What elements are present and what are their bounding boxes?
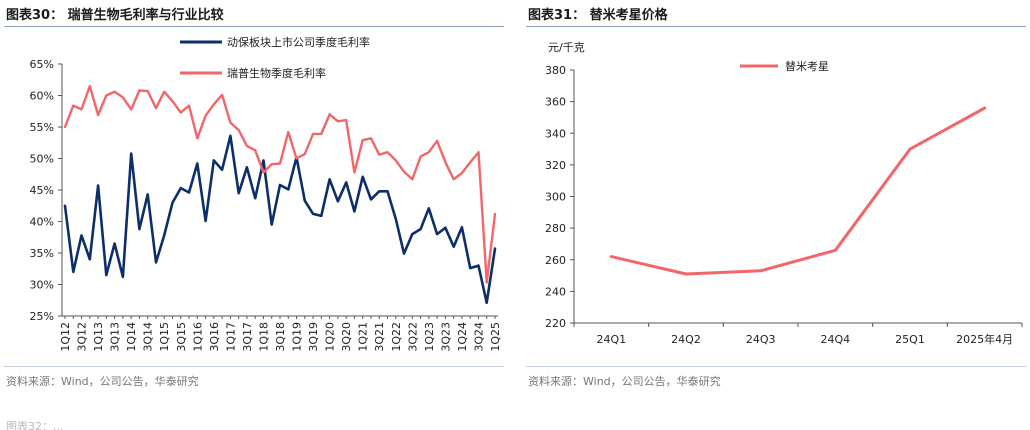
left-bottom-rule: [4, 366, 504, 367]
left-x-tick-label: 1Q15: [158, 322, 171, 352]
left-x-tick-label: 1Q18: [257, 322, 270, 352]
left-x-tick-label: 1Q13: [92, 322, 105, 352]
left-x-tick-label: 1Q16: [191, 322, 204, 352]
right-y-tick-label: 280: [545, 222, 566, 235]
right-x-tick-label: 24Q1: [597, 333, 627, 346]
left-x-tick-label: 1Q25: [489, 322, 502, 352]
right-chart-svg: 元/千克 220 240 260 280 300 320 340 360 380 24Q1 24Q2 2…: [545, 41, 1023, 346]
left-x-tick-label: 3Q16: [208, 322, 221, 352]
left-y-tick-label: 25%: [30, 310, 54, 323]
left-x-tick-label: 3Q17: [241, 322, 254, 352]
left-y-tick-label: 30%: [30, 279, 54, 292]
left-x-tick-label: 3Q14: [142, 322, 155, 352]
right-source-note: 资料来源：Wind，公司公告，华泰研究: [528, 375, 721, 388]
next-figure-title-cut: 图表32：...: [6, 421, 64, 430]
right-x-tick-label: 24Q4: [821, 333, 851, 346]
left-x-tick-label: 3Q15: [175, 322, 188, 352]
right-x-tick-label: 24Q3: [746, 333, 776, 346]
right-title-rule: [526, 26, 1026, 27]
left-y-tick-label: 35%: [30, 247, 54, 260]
left-figure-title: 图表30： 瑞普生物毛利率与行业比较: [6, 8, 224, 23]
right-series-line: [609, 106, 987, 276]
left-y-tick-label: 50%: [30, 153, 54, 166]
left-chart-svg: 25% 30% 35% 40% 45% 50% 55% 60% 65% 1Q12 3Q12 1Q13 3…: [30, 35, 502, 352]
left-x-tick-label: 3Q23: [439, 322, 452, 352]
left-y-tick-label: 45%: [30, 184, 54, 197]
left-x-tick-label: 3Q24: [472, 322, 485, 352]
right-y-tick-label: 260: [545, 254, 566, 267]
left-source-note: 资料来源：Wind，公司公告，华泰研究: [6, 375, 199, 388]
right-y-tick-label: 300: [545, 191, 566, 204]
left-y-tick-label: 40%: [30, 216, 54, 229]
left-x-tick-label: 3Q12: [76, 322, 89, 352]
right-y-tick-label: 380: [545, 64, 566, 77]
left-x-tick-label: 3Q19: [307, 322, 320, 352]
left-x-tick-label: 1Q20: [324, 322, 337, 352]
left-legend-label-1: 动保板块上市公司季度毛利率: [227, 35, 370, 49]
right-y-tick-label: 320: [545, 159, 566, 172]
right-legend-label: 替米考星: [785, 59, 829, 73]
left-x-tick-label: 3Q18: [274, 322, 287, 352]
left-title-rule: [4, 26, 504, 27]
left-y-tick-label: 55%: [30, 121, 54, 134]
left-x-tick-label: 3Q20: [340, 322, 353, 352]
left-x-tick-label: 3Q21: [373, 322, 386, 352]
left-series-line-1: [63, 134, 497, 305]
left-x-tick-label: 1Q14: [125, 322, 138, 352]
right-x-tick-label: 25Q1: [895, 333, 925, 346]
right-y-axis-unit: 元/千克: [548, 41, 585, 54]
right-bottom-rule: [526, 366, 1026, 367]
right-y-tick-label: 340: [545, 127, 566, 140]
left-x-tick-label: 1Q23: [423, 322, 436, 352]
right-x-tick-label: 2025年4月: [956, 332, 1013, 346]
left-x-tick-label: 3Q22: [406, 322, 419, 352]
right-chart-panel: 图表31： 替米考星价格 元/千克 220 240 260 280 300 320 340 36…: [526, 0, 1026, 400]
right-y-tick-label: 220: [545, 317, 566, 330]
left-series-line-2: [63, 84, 497, 284]
left-x-tick-label: 3Q13: [109, 322, 122, 352]
right-x-tick-label: 24Q2: [671, 333, 701, 346]
left-x-tick-label: 1Q17: [224, 322, 237, 352]
left-x-tick-label: 1Q21: [357, 322, 370, 352]
left-x-tick-label: 1Q22: [390, 322, 403, 352]
left-y-tick-label: 65%: [30, 58, 54, 71]
right-y-tick-label: 240: [545, 285, 566, 298]
left-chart-panel: 图表30： 瑞普生物毛利率与行业比较 25% 30% 35% 40% 45% 50% 55%…: [4, 0, 504, 400]
left-y-tick-label: 60%: [30, 90, 54, 103]
right-y-tick-label: 360: [545, 96, 566, 109]
left-x-tick-label: 1Q19: [291, 322, 304, 352]
left-legend-label-2: 瑞普生物季度毛利率: [227, 66, 326, 80]
left-x-tick-label: 1Q12: [59, 322, 72, 352]
right-figure-title: 图表31： 替米考星价格: [528, 8, 668, 23]
left-x-tick-label: 1Q24: [456, 322, 469, 352]
